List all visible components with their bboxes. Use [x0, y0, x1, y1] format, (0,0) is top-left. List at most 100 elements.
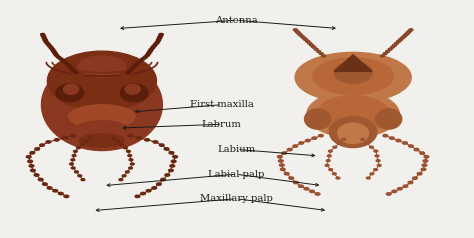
Circle shape	[306, 40, 310, 42]
Ellipse shape	[304, 109, 331, 129]
Circle shape	[409, 29, 413, 31]
Circle shape	[280, 164, 284, 166]
Circle shape	[169, 169, 173, 172]
Circle shape	[299, 34, 302, 36]
Circle shape	[116, 140, 119, 142]
Circle shape	[59, 58, 63, 60]
Circle shape	[43, 183, 47, 185]
Circle shape	[408, 30, 412, 32]
Circle shape	[399, 39, 402, 41]
Circle shape	[304, 188, 309, 190]
Circle shape	[71, 159, 75, 161]
Text: Labium: Labium	[218, 145, 256, 154]
Ellipse shape	[307, 91, 399, 138]
Circle shape	[164, 148, 169, 150]
Circle shape	[365, 142, 369, 144]
Circle shape	[122, 175, 126, 177]
Circle shape	[66, 64, 71, 66]
Circle shape	[402, 142, 407, 144]
Circle shape	[152, 45, 156, 47]
Circle shape	[317, 50, 321, 53]
Circle shape	[151, 47, 155, 49]
Circle shape	[51, 49, 55, 51]
Circle shape	[69, 66, 73, 69]
Circle shape	[159, 33, 163, 35]
Circle shape	[41, 35, 46, 37]
Ellipse shape	[337, 123, 368, 143]
Ellipse shape	[329, 117, 377, 148]
Circle shape	[392, 190, 397, 193]
Circle shape	[30, 152, 35, 154]
Circle shape	[47, 45, 52, 47]
Circle shape	[128, 155, 132, 157]
Circle shape	[293, 29, 297, 31]
Circle shape	[423, 160, 428, 162]
Circle shape	[126, 171, 129, 173]
Circle shape	[40, 144, 45, 146]
Circle shape	[143, 56, 147, 58]
Circle shape	[154, 43, 158, 45]
Circle shape	[370, 173, 374, 175]
Circle shape	[126, 71, 130, 74]
Circle shape	[284, 173, 289, 175]
Circle shape	[43, 39, 47, 41]
Circle shape	[293, 181, 298, 184]
Circle shape	[61, 60, 65, 62]
Circle shape	[157, 37, 162, 39]
Circle shape	[385, 50, 390, 53]
Circle shape	[146, 54, 150, 56]
Ellipse shape	[75, 121, 129, 139]
Circle shape	[47, 187, 52, 189]
Circle shape	[40, 33, 45, 35]
Circle shape	[308, 42, 312, 44]
Circle shape	[34, 174, 39, 176]
Circle shape	[128, 167, 132, 169]
Circle shape	[375, 155, 379, 157]
Circle shape	[406, 31, 410, 33]
Circle shape	[376, 160, 380, 162]
Ellipse shape	[375, 109, 401, 129]
Circle shape	[374, 150, 378, 152]
Circle shape	[74, 171, 78, 173]
Circle shape	[138, 60, 143, 62]
Circle shape	[390, 137, 394, 139]
Circle shape	[137, 137, 141, 139]
Circle shape	[152, 187, 156, 189]
Circle shape	[293, 145, 298, 147]
Circle shape	[76, 147, 80, 149]
Ellipse shape	[78, 56, 126, 77]
Ellipse shape	[295, 52, 411, 102]
Circle shape	[314, 48, 318, 50]
Circle shape	[56, 56, 61, 58]
Circle shape	[408, 181, 413, 184]
Circle shape	[312, 46, 316, 48]
Circle shape	[128, 69, 133, 71]
Circle shape	[397, 40, 401, 42]
Circle shape	[421, 168, 426, 170]
Text: Labial palp: Labial palp	[208, 170, 264, 179]
Circle shape	[398, 188, 402, 190]
Circle shape	[71, 69, 75, 71]
Circle shape	[312, 137, 317, 139]
Circle shape	[319, 134, 323, 137]
Circle shape	[35, 148, 40, 150]
Circle shape	[310, 190, 314, 193]
Circle shape	[156, 183, 161, 185]
Ellipse shape	[47, 51, 156, 111]
Circle shape	[54, 54, 58, 56]
Ellipse shape	[69, 105, 135, 129]
Polygon shape	[334, 55, 372, 71]
Circle shape	[53, 52, 57, 54]
Circle shape	[278, 160, 283, 162]
Circle shape	[294, 30, 299, 32]
Circle shape	[422, 164, 427, 166]
Circle shape	[299, 185, 303, 187]
Circle shape	[145, 139, 149, 141]
Ellipse shape	[64, 84, 79, 94]
Circle shape	[124, 147, 128, 149]
Circle shape	[81, 179, 85, 181]
Circle shape	[133, 64, 137, 66]
Circle shape	[128, 134, 133, 137]
Circle shape	[46, 43, 50, 45]
Circle shape	[400, 37, 404, 39]
